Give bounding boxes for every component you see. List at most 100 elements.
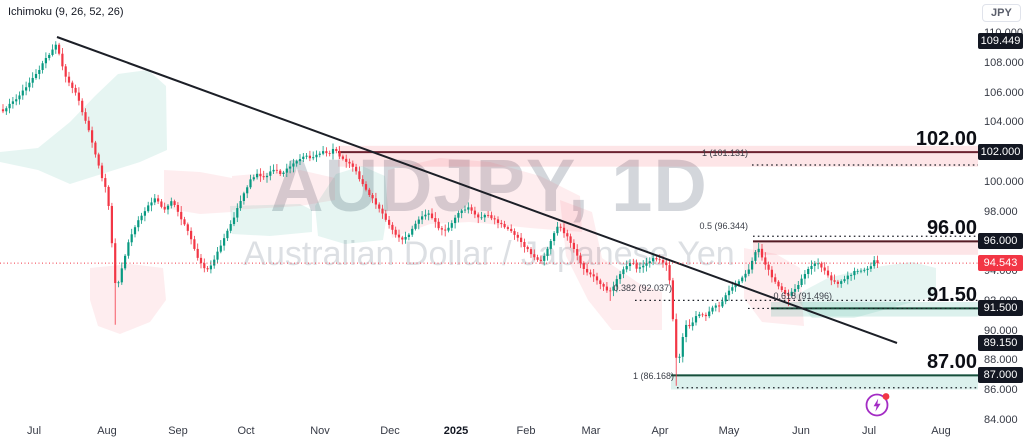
- candle-body: [784, 290, 787, 294]
- price-tick: 108.000: [984, 56, 1024, 69]
- candle-body: [454, 217, 457, 224]
- candle-body: [856, 270, 859, 272]
- candle-body: [117, 282, 120, 284]
- candle-body: [652, 258, 655, 262]
- candle-body: [190, 230, 193, 240]
- candle-body: [421, 216, 424, 220]
- candle-body: [292, 163, 295, 167]
- candle-body: [747, 269, 750, 274]
- candle-body: [41, 63, 44, 70]
- candle-body: [226, 230, 229, 239]
- candle-body: [483, 214, 486, 218]
- price-axis[interactable]: 110.000108.000106.000104.000100.00098.00…: [978, 0, 1024, 426]
- candle-body: [282, 172, 285, 174]
- candle-body: [859, 270, 863, 272]
- ichimoku-cloud: [232, 170, 335, 210]
- candle-body: [595, 276, 599, 281]
- candle-body: [714, 305, 717, 308]
- time-tick-2025: 2025: [443, 425, 469, 437]
- candle-body: [704, 314, 707, 317]
- candle-body: [180, 211, 183, 220]
- candle-body: [562, 227, 566, 234]
- candle-body: [602, 284, 605, 287]
- lightning-bolt-icon[interactable]: [863, 390, 895, 422]
- candle-body: [810, 265, 813, 270]
- candle-body: [424, 214, 427, 217]
- candle-body: [196, 248, 199, 258]
- candle-body: [675, 319, 678, 358]
- candle-body: [269, 171, 272, 176]
- candle-body: [77, 92, 80, 101]
- ichimoku-cloud: [164, 170, 232, 214]
- candle-body: [434, 218, 437, 222]
- candle-body: [364, 184, 368, 190]
- candle-body: [110, 205, 113, 244]
- candle-body: [873, 260, 876, 267]
- candle-body: [460, 210, 463, 214]
- candle-body: [450, 223, 453, 228]
- candle-body: [71, 82, 74, 88]
- candle-body: [272, 169, 275, 172]
- candle-body: [658, 259, 661, 261]
- candle-body: [513, 231, 516, 235]
- level-badge-91-50: 91.500: [978, 300, 1023, 317]
- candle-body: [368, 189, 371, 195]
- candle-body: [417, 219, 420, 224]
- candle-body: [724, 295, 727, 302]
- candle-body: [599, 280, 602, 285]
- candle-body: [58, 44, 61, 54]
- time-axis[interactable]: Jul Aug Sep Oct Nov Dec 2025 Feb Mar Apr May Jun Jul…: [0, 420, 1024, 442]
- candle-body: [133, 227, 137, 235]
- candle-body: [516, 234, 519, 238]
- candle-body: [38, 69, 41, 74]
- candle-body: [711, 307, 714, 312]
- candle-body: [157, 198, 160, 202]
- candle-body: [256, 173, 259, 178]
- candle-body: [246, 187, 249, 194]
- price-tick: 100.000: [984, 175, 1024, 188]
- candle-body: [470, 207, 473, 211]
- candle-body: [688, 324, 691, 327]
- candle-body: [721, 301, 724, 307]
- candle-body: [520, 237, 523, 243]
- candle-body: [120, 268, 123, 283]
- time-tick-sep: Sep: [168, 425, 188, 437]
- candle-body: [447, 227, 450, 231]
- candle-body: [764, 257, 767, 265]
- candle-body: [127, 242, 130, 256]
- candlestick-chart-canvas[interactable]: [0, 0, 978, 420]
- candle-body: [331, 148, 335, 154]
- currency-unit-button[interactable]: JPY: [982, 4, 1021, 22]
- candle-body: [698, 314, 701, 317]
- candle-body: [170, 201, 173, 206]
- candle-body: [51, 49, 54, 55]
- indicator-legend[interactable]: Ichimoku (9, 26, 52, 26): [8, 6, 124, 18]
- candle-body: [813, 263, 816, 266]
- candle-body: [787, 293, 790, 296]
- candle-body: [843, 279, 846, 282]
- candle-body: [91, 130, 94, 143]
- candle-body: [265, 175, 269, 178]
- candle-body: [143, 211, 146, 216]
- candle-body: [34, 73, 38, 78]
- candle-body: [397, 234, 401, 238]
- time-tick-may: May: [718, 425, 740, 437]
- candle-body: [74, 87, 77, 93]
- candle-body: [430, 213, 434, 219]
- candle-body: [328, 153, 331, 154]
- candle-body: [467, 207, 470, 210]
- candle-body: [770, 269, 773, 278]
- candle-body: [645, 263, 648, 266]
- candle-body: [31, 77, 34, 83]
- candle-body: [193, 239, 196, 249]
- candle-body: [463, 209, 467, 211]
- trendline-end-badge: 89.150: [978, 335, 1023, 352]
- candle-body: [648, 261, 651, 264]
- candle-body: [229, 224, 232, 231]
- candle-body: [378, 204, 381, 209]
- candle-body: [539, 259, 542, 261]
- candle-body: [94, 142, 97, 155]
- candle-body: [823, 267, 826, 271]
- candle-body: [391, 224, 394, 230]
